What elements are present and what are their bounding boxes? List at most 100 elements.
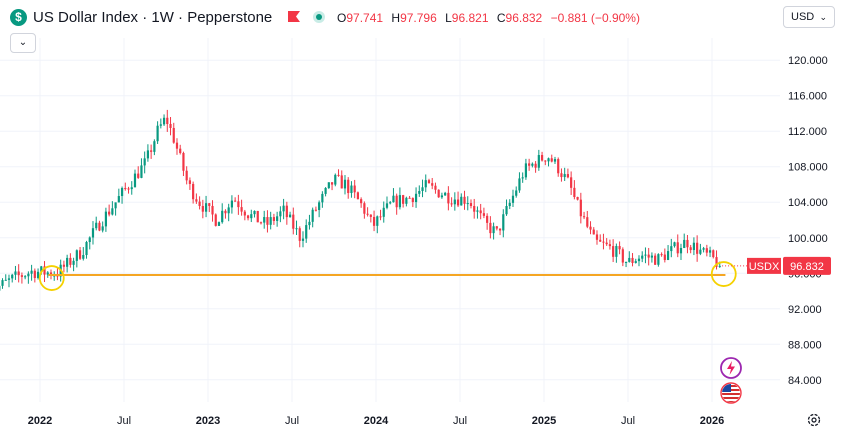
candle-body xyxy=(198,201,201,206)
candle-body xyxy=(379,216,382,218)
collapse-button[interactable]: ⌄ xyxy=(10,33,36,53)
candle-body xyxy=(143,158,146,166)
candle-body xyxy=(282,205,285,212)
open-value: 97.741 xyxy=(346,11,384,25)
candle-body xyxy=(7,278,11,280)
support-touch-circle xyxy=(710,261,737,287)
candle-body xyxy=(650,255,654,258)
chart-header: $ US Dollar Index · 1W · Pepperstone O97… xyxy=(0,0,845,34)
candle-body xyxy=(505,206,508,215)
candle-body xyxy=(679,247,683,254)
candle-body xyxy=(654,255,657,265)
candle-body xyxy=(489,222,492,234)
candle-body xyxy=(17,271,20,276)
candle-body xyxy=(473,205,476,212)
candle-body xyxy=(715,257,718,267)
symbol-tag-bg xyxy=(747,257,781,274)
candle-body xyxy=(4,279,7,281)
candle-body xyxy=(534,163,537,168)
candle-body xyxy=(599,239,602,242)
candle-body xyxy=(318,202,321,211)
candle-body xyxy=(156,125,159,142)
candle-body xyxy=(24,276,27,278)
candle-body xyxy=(479,210,482,214)
candle-body xyxy=(718,265,721,267)
candle-body xyxy=(508,202,511,207)
candle-body xyxy=(288,214,292,218)
candle-body xyxy=(466,203,469,205)
candle-body xyxy=(453,199,456,205)
candle-body xyxy=(120,188,124,197)
candle-body xyxy=(424,180,427,188)
candle-body xyxy=(227,207,230,214)
candle-body xyxy=(137,173,140,178)
x-tick-label: 2025 xyxy=(532,415,556,427)
candle-body xyxy=(440,195,444,198)
candle-body xyxy=(20,275,24,277)
candle-body xyxy=(179,148,182,153)
candle-body xyxy=(531,163,534,166)
candle-body xyxy=(389,202,392,204)
x-tick-label: 2024 xyxy=(364,415,389,427)
candle-body xyxy=(486,215,489,223)
candle-body xyxy=(595,234,599,240)
candle-body xyxy=(547,158,550,162)
us-flag-icon[interactable] xyxy=(720,382,742,404)
candle-body xyxy=(353,185,356,193)
candle-body xyxy=(30,270,33,274)
candle-body xyxy=(250,214,253,219)
candle-body xyxy=(418,190,421,194)
candle-body xyxy=(515,190,518,196)
candle-body xyxy=(185,170,188,181)
candle-body xyxy=(405,197,408,204)
x-tick-label: Jul xyxy=(453,415,467,427)
lightning-icon[interactable] xyxy=(720,357,742,379)
candle-body xyxy=(308,221,311,226)
candle-body xyxy=(592,229,595,235)
candle-body xyxy=(498,228,502,231)
gear-icon[interactable] xyxy=(806,412,822,428)
candle-body xyxy=(266,217,269,225)
x-tick-label: 2022 xyxy=(28,415,52,427)
currency-selector[interactable]: USD ⌄ xyxy=(783,6,835,28)
candle-body xyxy=(108,211,111,215)
candle-body xyxy=(644,254,647,256)
candle-body xyxy=(615,246,618,257)
low-value: 96.821 xyxy=(451,11,489,25)
candle-body xyxy=(631,257,634,263)
candle-body xyxy=(628,257,631,262)
symbol-title[interactable]: US Dollar Index · 1W · Pepperstone xyxy=(33,9,273,26)
candle-body xyxy=(712,250,715,258)
candle-body xyxy=(301,238,305,241)
candle-body xyxy=(444,192,447,196)
candle-body xyxy=(663,254,666,260)
candle-body xyxy=(153,141,156,152)
candle-body xyxy=(188,180,192,184)
candle-body xyxy=(88,237,91,243)
candle-body xyxy=(133,173,137,188)
candle-body xyxy=(634,261,637,263)
candle-body xyxy=(395,195,398,208)
candle-body xyxy=(641,255,644,259)
red-flag-icon[interactable] xyxy=(288,11,300,22)
candle-body xyxy=(437,189,440,198)
candle-body xyxy=(492,226,495,234)
dollar-sign-icon: $ xyxy=(10,9,27,26)
candle-body xyxy=(195,199,198,202)
candle-body xyxy=(366,213,369,215)
y-tick-label: 84.000 xyxy=(788,375,822,387)
candle-body xyxy=(414,193,418,203)
market-status-icon[interactable] xyxy=(313,11,325,23)
candle-body xyxy=(434,185,437,190)
candle-body xyxy=(540,155,544,161)
candle-body xyxy=(699,249,702,254)
candle-body xyxy=(582,216,586,218)
candle-body xyxy=(528,163,531,166)
x-tick-label: Jul xyxy=(117,415,131,427)
candle-body xyxy=(36,271,40,278)
candle-body xyxy=(214,214,217,226)
candle-body xyxy=(72,260,75,265)
candle-body xyxy=(166,117,169,124)
candle-body xyxy=(553,159,557,162)
